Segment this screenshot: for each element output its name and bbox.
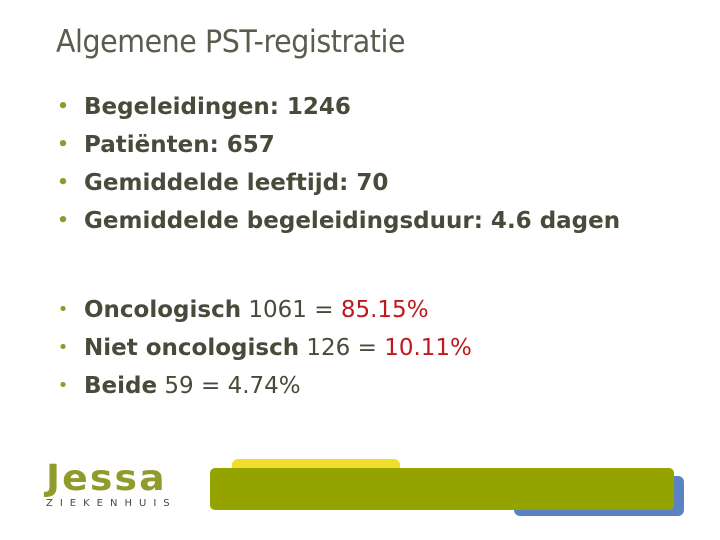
percent-value: 4.74%	[227, 373, 301, 399]
list-item: • Beide 59 = 4.74%	[56, 367, 472, 405]
count-text: 1061 =	[248, 297, 334, 323]
stat-text: Patiënten: 657	[84, 132, 275, 158]
list-item: • Gemiddelde leeftijd: 70	[56, 164, 620, 202]
list-item: • Gemiddelde begeleidingsduur: 4.6 dagen	[56, 202, 620, 240]
decorative-bar-olive	[210, 468, 674, 510]
logo-subtitle: ZIEKENHUIS	[46, 498, 177, 509]
bullet-icon: •	[57, 172, 69, 193]
list-item: • Niet oncologisch 126 = 10.11%	[56, 329, 472, 367]
jessa-logo: Jessa ZIEKENHUIS	[46, 461, 196, 514]
stat-text: Begeleidingen: 1246	[84, 94, 351, 120]
stats-list: • Begeleidingen: 1246 • Patiënten: 657 • Ge…	[56, 88, 620, 240]
logo-word: Jessa	[46, 458, 167, 499]
count-text: 126 =	[306, 335, 377, 361]
bullet-icon: •	[57, 96, 69, 117]
count-text: 59 =	[164, 373, 221, 399]
category-label: Niet oncologisch	[84, 335, 300, 361]
list-item: • Patiënten: 657	[56, 126, 620, 164]
bullet-icon: •	[57, 210, 69, 231]
bullet-icon: •	[57, 134, 69, 155]
bullet-icon: •	[57, 299, 69, 320]
percent-value: 85.15%	[340, 297, 429, 323]
list-item: • Begeleidingen: 1246	[56, 88, 620, 126]
stat-text: Gemiddelde begeleidingsduur: 4.6 dagen	[84, 208, 621, 234]
slide-title: Algemene PST-registratie	[56, 24, 406, 60]
category-label: Beide	[84, 373, 158, 399]
bullet-icon: •	[57, 337, 69, 358]
bullet-icon: •	[57, 375, 69, 396]
breakdown-list: • Oncologisch 1061 = 85.15% • Niet oncolog…	[56, 291, 472, 405]
stat-text: Gemiddelde leeftijd: 70	[84, 170, 389, 196]
category-label: Oncologisch	[84, 297, 242, 323]
list-item: • Oncologisch 1061 = 85.15%	[56, 291, 472, 329]
percent-value: 10.11%	[384, 335, 472, 361]
